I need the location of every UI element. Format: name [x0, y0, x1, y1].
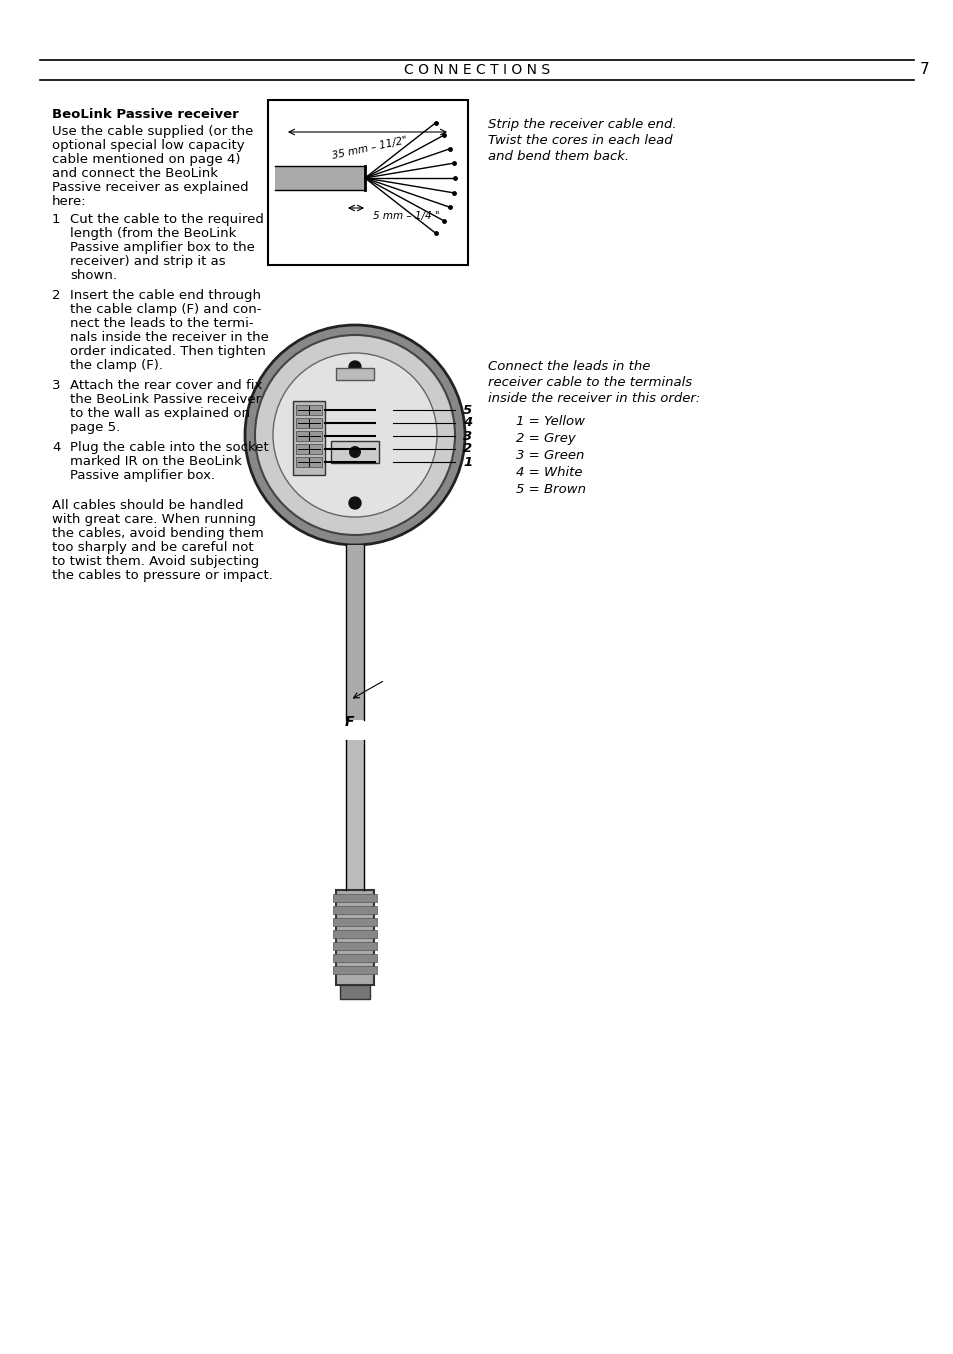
- Text: C O N N E C T I O N S: C O N N E C T I O N S: [403, 64, 550, 77]
- Text: Plug the cable into the socket: Plug the cable into the socket: [70, 441, 269, 454]
- Text: 3: 3: [462, 429, 472, 443]
- Text: 1 = Yellow: 1 = Yellow: [516, 414, 584, 428]
- Circle shape: [349, 362, 360, 372]
- Bar: [295, 431, 322, 441]
- Circle shape: [349, 497, 360, 509]
- Text: 1: 1: [52, 213, 60, 226]
- Text: too sharply and be careful not: too sharply and be careful not: [52, 542, 253, 554]
- Text: nect the leads to the termi-: nect the leads to the termi-: [70, 317, 253, 330]
- Text: here:: here:: [52, 195, 87, 209]
- Bar: [274, 167, 365, 190]
- Text: Use the cable supplied (or the: Use the cable supplied (or the: [52, 125, 253, 138]
- Bar: [268, 100, 468, 265]
- Text: Attach the rear cover and fix: Attach the rear cover and fix: [70, 379, 262, 393]
- Text: 5 mm – 1/4 ": 5 mm – 1/4 ": [373, 211, 439, 221]
- Text: Strip the receiver cable end.: Strip the receiver cable end.: [488, 118, 676, 131]
- Text: Cut the cable to the required: Cut the cable to the required: [70, 213, 264, 226]
- Text: All cables should be handled: All cables should be handled: [52, 500, 243, 512]
- Text: the cable clamp (F) and con-: the cable clamp (F) and con-: [70, 303, 261, 315]
- Text: BeoLink Passive receiver: BeoLink Passive receiver: [52, 108, 238, 121]
- Text: 4 = White: 4 = White: [516, 466, 582, 479]
- Text: 35 mm – 11/2": 35 mm – 11/2": [331, 135, 408, 161]
- Text: 2 = Grey: 2 = Grey: [516, 432, 576, 445]
- Text: 3 = Green: 3 = Green: [516, 450, 584, 462]
- Bar: [331, 441, 378, 463]
- Text: the cables to pressure or impact.: the cables to pressure or impact.: [52, 569, 273, 582]
- Bar: [335, 368, 374, 380]
- Text: page 5.: page 5.: [70, 421, 120, 435]
- Bar: [339, 984, 370, 999]
- Text: 2: 2: [52, 288, 60, 302]
- Text: to the wall as explained on: to the wall as explained on: [70, 408, 250, 420]
- Bar: [295, 418, 322, 428]
- Bar: [295, 405, 322, 414]
- Text: Connect the leads in the: Connect the leads in the: [488, 360, 650, 372]
- Text: 4: 4: [52, 441, 60, 454]
- Text: and connect the BeoLink: and connect the BeoLink: [52, 167, 218, 180]
- Text: nals inside the receiver in the: nals inside the receiver in the: [70, 330, 269, 344]
- Text: receiver) and strip it as: receiver) and strip it as: [70, 255, 226, 268]
- Bar: [346, 741, 364, 890]
- Bar: [295, 458, 322, 467]
- Text: shown.: shown.: [70, 269, 117, 282]
- Text: cable mentioned on page 4): cable mentioned on page 4): [52, 153, 240, 167]
- Text: inside the receiver in this order:: inside the receiver in this order:: [488, 393, 700, 405]
- Text: with great care. When running: with great care. When running: [52, 513, 255, 525]
- Text: Passive amplifier box.: Passive amplifier box.: [70, 468, 214, 482]
- Bar: [333, 965, 376, 974]
- Bar: [333, 955, 376, 961]
- Bar: [293, 401, 325, 475]
- Bar: [335, 890, 374, 984]
- Text: the cables, avoid bending them: the cables, avoid bending them: [52, 527, 263, 540]
- Text: the clamp (F).: the clamp (F).: [70, 359, 163, 372]
- Text: marked IR on the BeoLink: marked IR on the BeoLink: [70, 455, 241, 468]
- Text: 2: 2: [462, 443, 472, 455]
- Text: 5: 5: [462, 403, 472, 417]
- Text: 7: 7: [919, 62, 928, 77]
- Text: order indicated. Then tighten: order indicated. Then tighten: [70, 345, 266, 357]
- Text: F: F: [345, 715, 355, 728]
- Circle shape: [273, 353, 436, 517]
- Bar: [295, 444, 322, 454]
- Text: Passive receiver as explained: Passive receiver as explained: [52, 181, 249, 194]
- Text: receiver cable to the terminals: receiver cable to the terminals: [488, 376, 691, 389]
- Text: to twist them. Avoid subjecting: to twist them. Avoid subjecting: [52, 555, 259, 567]
- Bar: [333, 930, 376, 938]
- Bar: [333, 906, 376, 914]
- Text: length (from the BeoLink: length (from the BeoLink: [70, 227, 236, 240]
- Circle shape: [245, 325, 464, 546]
- Circle shape: [254, 334, 455, 535]
- Text: Twist the cores in each lead: Twist the cores in each lead: [488, 134, 672, 148]
- Text: Insert the cable end through: Insert the cable end through: [70, 288, 261, 302]
- Bar: [333, 918, 376, 926]
- Text: 1: 1: [462, 455, 472, 468]
- Text: 3: 3: [52, 379, 60, 393]
- Circle shape: [349, 445, 360, 458]
- Text: optional special low capacity: optional special low capacity: [52, 139, 244, 152]
- Text: and bend them back.: and bend them back.: [488, 150, 628, 162]
- Bar: [333, 894, 376, 902]
- Text: 4: 4: [462, 417, 472, 429]
- Text: the BeoLink Passive receiver: the BeoLink Passive receiver: [70, 393, 261, 406]
- Text: Passive amplifier box to the: Passive amplifier box to the: [70, 241, 254, 255]
- Text: 5 = Brown: 5 = Brown: [516, 483, 585, 496]
- Bar: [346, 546, 364, 720]
- Bar: [333, 942, 376, 951]
